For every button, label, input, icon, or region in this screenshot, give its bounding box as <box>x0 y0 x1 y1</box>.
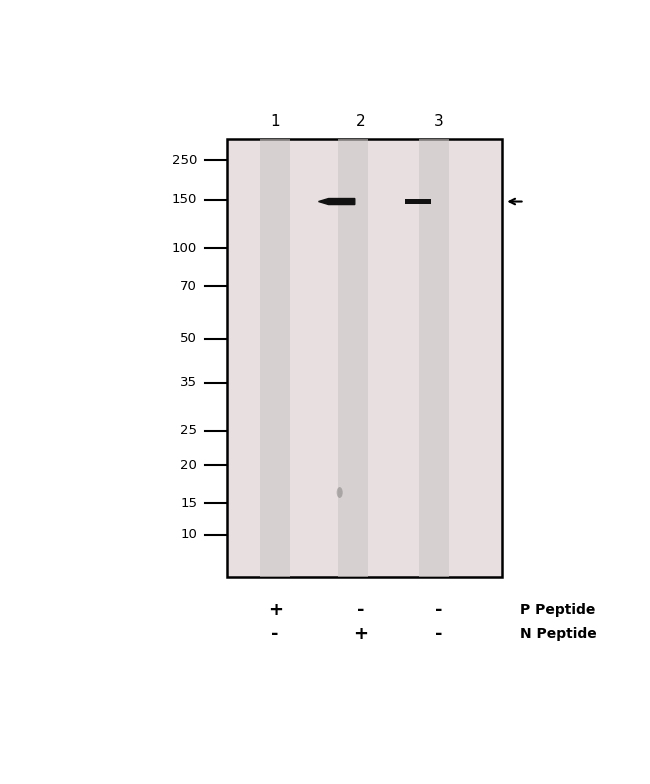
Ellipse shape <box>337 487 343 498</box>
Polygon shape <box>318 198 355 205</box>
Text: -: - <box>435 601 443 619</box>
Text: 50: 50 <box>180 332 197 345</box>
Text: P Peptide: P Peptide <box>519 603 595 617</box>
Text: -: - <box>272 626 279 644</box>
Text: -: - <box>435 626 443 644</box>
Text: 15: 15 <box>180 497 197 510</box>
Text: 3: 3 <box>434 114 444 129</box>
Bar <box>419 140 449 577</box>
Text: 250: 250 <box>172 154 197 167</box>
Text: -: - <box>357 601 365 619</box>
Bar <box>405 199 431 204</box>
Text: 20: 20 <box>180 459 197 472</box>
Bar <box>338 140 369 577</box>
Bar <box>260 140 291 577</box>
Text: 25: 25 <box>180 424 197 437</box>
Text: 70: 70 <box>180 280 197 292</box>
Bar <box>227 140 502 577</box>
Text: 150: 150 <box>172 193 197 206</box>
Text: 35: 35 <box>180 376 197 389</box>
Text: 2: 2 <box>356 114 366 129</box>
Text: +: + <box>354 626 369 644</box>
Text: 10: 10 <box>180 528 197 541</box>
Text: +: + <box>268 601 283 619</box>
Text: 1: 1 <box>270 114 280 129</box>
Text: 100: 100 <box>172 241 197 255</box>
Text: N Peptide: N Peptide <box>519 627 596 641</box>
